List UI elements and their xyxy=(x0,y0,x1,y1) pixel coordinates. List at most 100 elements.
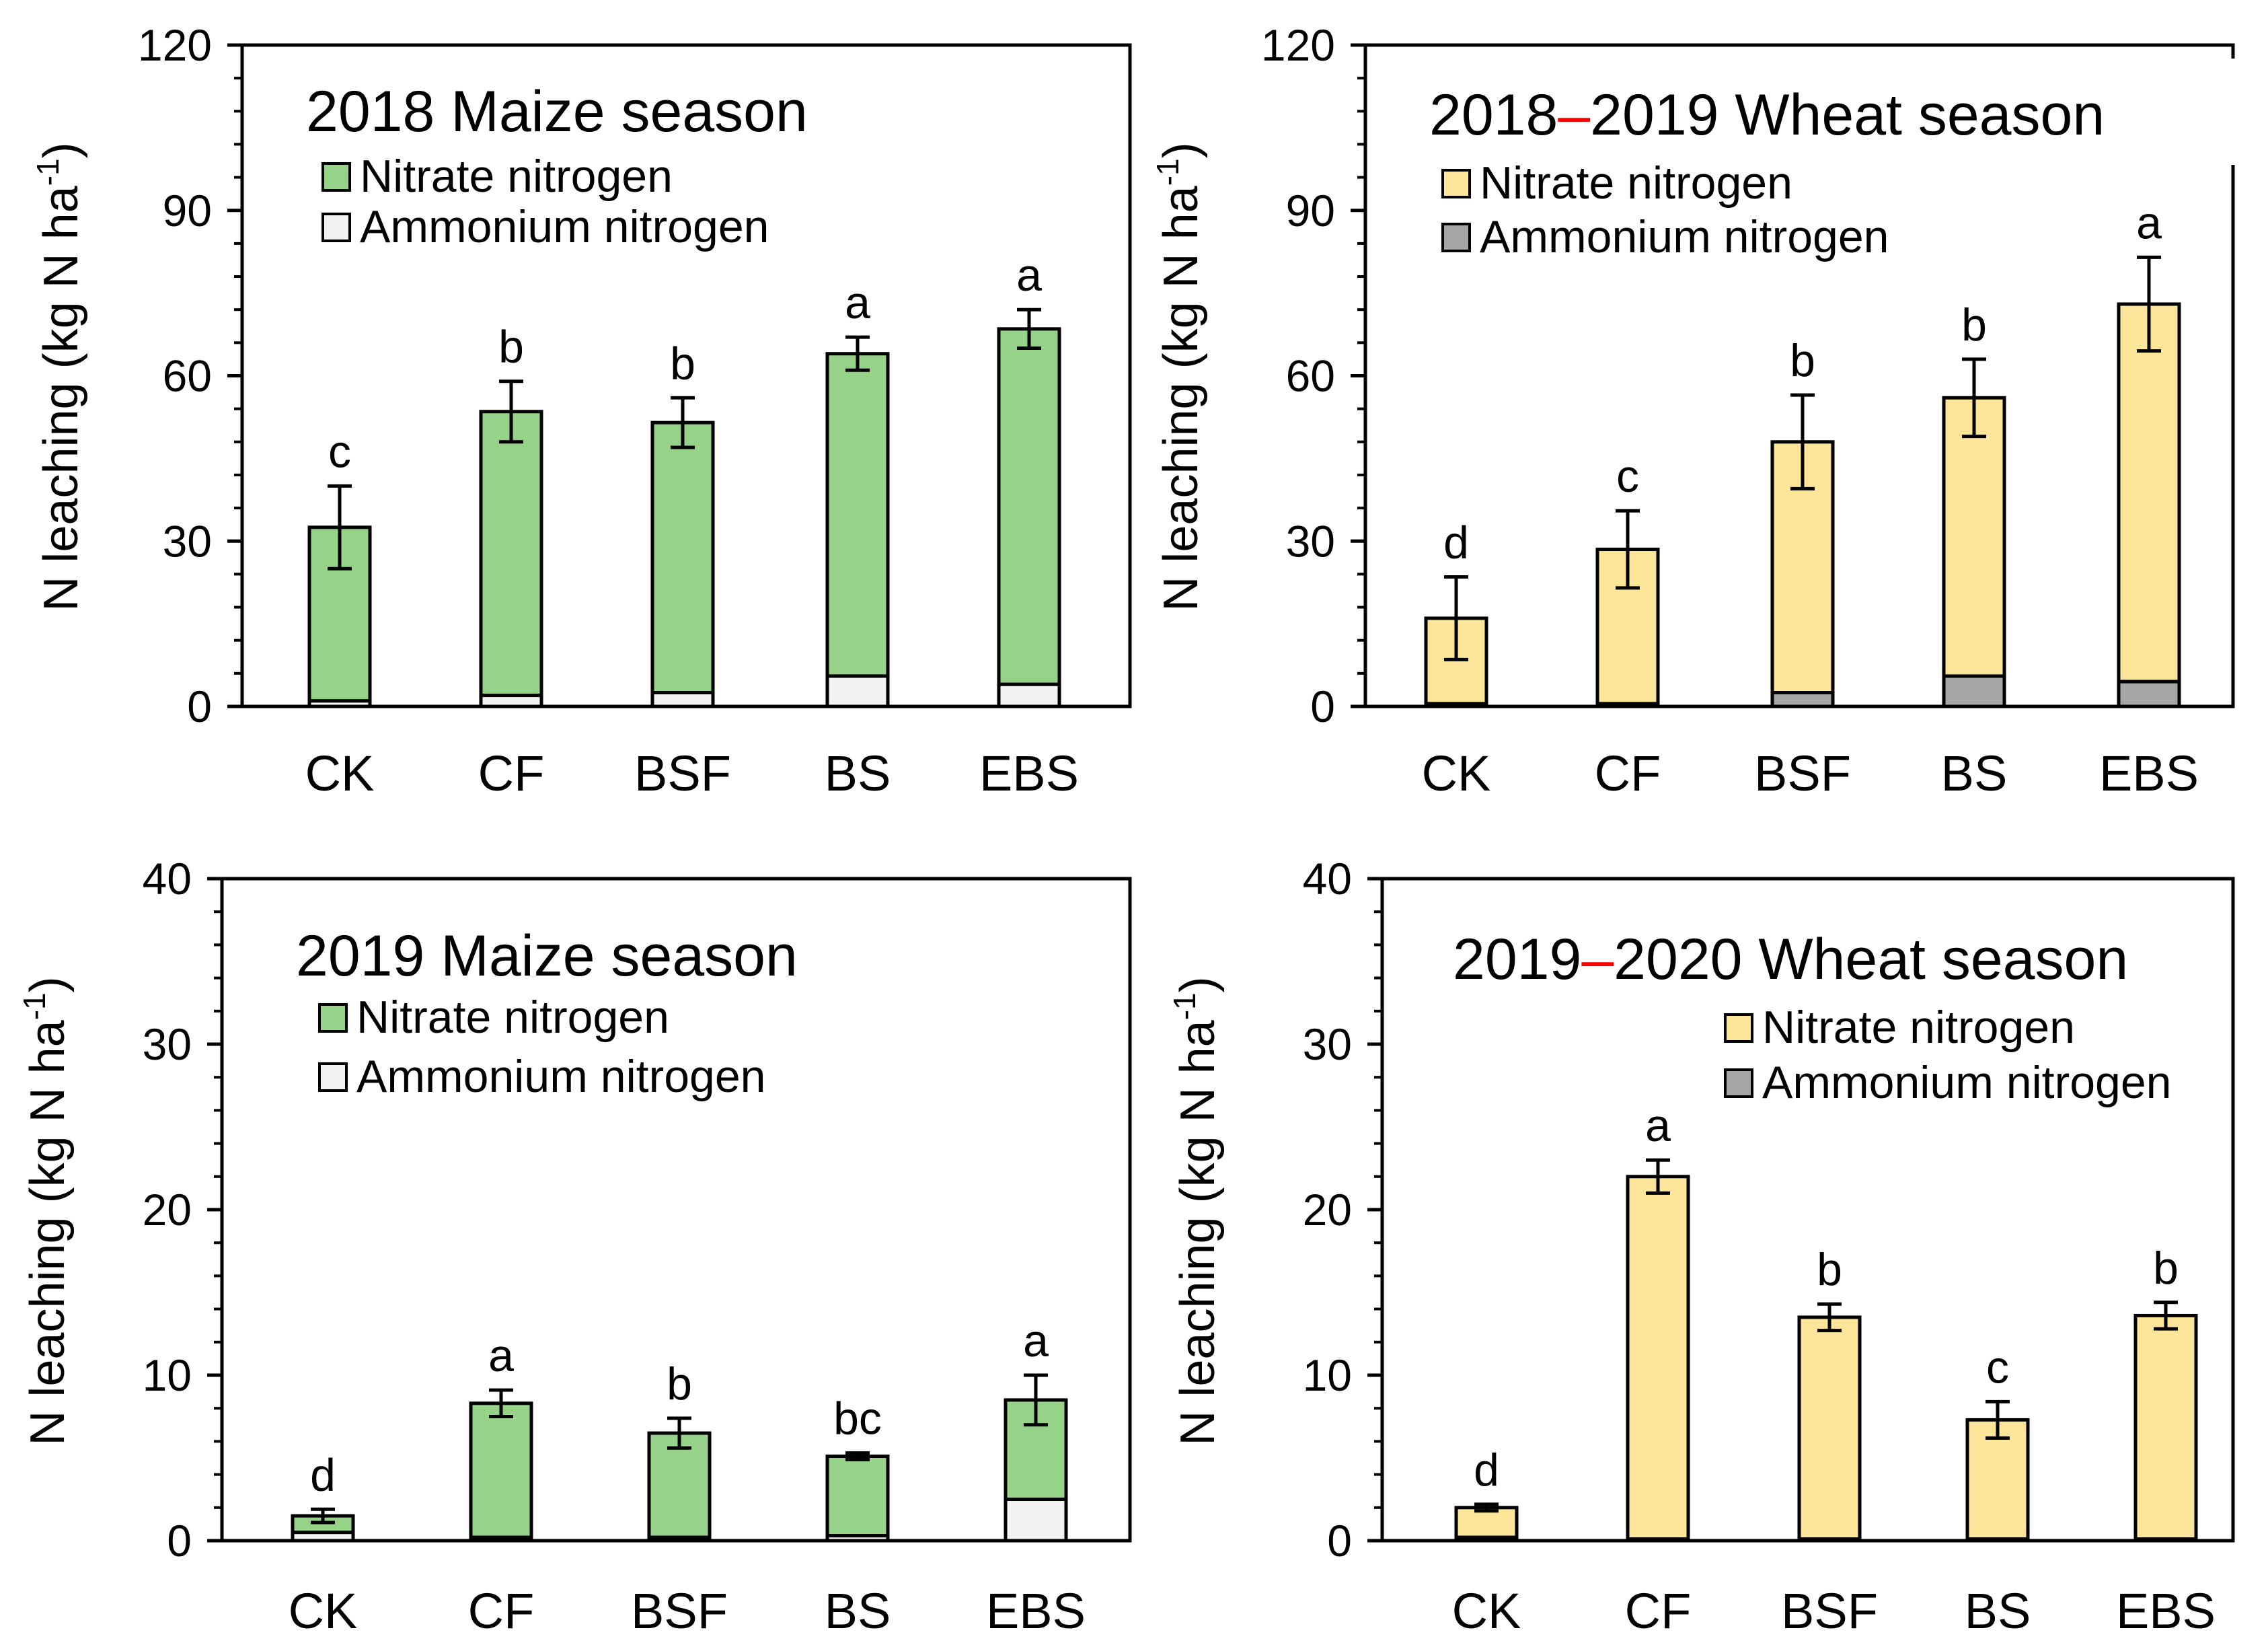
chart-title: 2018 Maize season xyxy=(306,79,808,144)
bar-ammonium xyxy=(1797,1537,1862,1543)
bar-ammonium xyxy=(1965,1537,2030,1543)
bar-ammonium xyxy=(1770,691,1835,708)
title-part: 2019 xyxy=(1453,927,1581,992)
x-tick-label: BS xyxy=(825,745,891,801)
bar-nitrate xyxy=(469,1401,533,1539)
bar-nitrate xyxy=(1626,1175,1690,1541)
x-tick-label: EBS xyxy=(2099,745,2199,801)
bar-ammonium xyxy=(1595,702,1660,708)
y-axis-label-superscript: -1 xyxy=(1150,158,1185,186)
title-part: 2020 Wheat season xyxy=(1614,927,2128,992)
y-axis-label-superscript: -1 xyxy=(30,158,65,186)
chart-panel: 0 30 60 90 120 N leaching (kg N ha-1) 2018–201… xyxy=(1150,20,2235,801)
significance-label: b xyxy=(670,338,695,389)
significance-label: a xyxy=(1645,1100,1671,1151)
y-tick-label: 60 xyxy=(163,351,212,401)
significance-label: a xyxy=(488,1330,514,1381)
y-axis-label-close: ) xyxy=(1154,142,1208,158)
significance-label: c xyxy=(1616,451,1639,502)
significance-label: b xyxy=(498,322,524,373)
x-tick-label: BSF xyxy=(631,1583,728,1639)
x-tick-label: EBS xyxy=(986,1583,1086,1639)
bar-ammonium xyxy=(2133,1537,2198,1543)
y-tick-label: 0 xyxy=(187,682,212,731)
legend-swatch xyxy=(1441,223,1471,252)
y-tick-label: 120 xyxy=(138,20,212,70)
bar-ammonium xyxy=(307,699,372,708)
x-tick-label: CF xyxy=(478,745,545,801)
x-tick-label: CK xyxy=(305,745,375,801)
legend-swatch xyxy=(1441,169,1471,198)
legend-label: Nitrate nitrogen xyxy=(360,151,673,202)
legend-swatch xyxy=(318,1062,348,1092)
title-part: 2018 Maize season xyxy=(306,79,808,144)
title-dash: – xyxy=(1558,83,1590,147)
y-tick-label: 40 xyxy=(143,854,192,904)
y-axis-label-superscript: -1 xyxy=(17,992,52,1020)
y-axis-label-superscript: -1 xyxy=(1167,992,1202,1020)
x-tick-label: BSF xyxy=(1754,745,1851,801)
y-tick-label: 0 xyxy=(1310,682,1335,731)
legend-label: Ammonium nitrogen xyxy=(1480,211,1889,262)
title-dash: – xyxy=(1581,927,1614,992)
x-tick-label: BS xyxy=(825,1583,891,1639)
y-axis-label-main: N leaching (kg N ha xyxy=(1154,185,1208,611)
y-axis-label-main: N leaching (kg N ha xyxy=(1171,1019,1225,1445)
y-tick-label: 0 xyxy=(167,1516,192,1566)
x-tick-label: CF xyxy=(1625,1583,1692,1639)
significance-label: b xyxy=(2153,1243,2179,1294)
significance-label: bc xyxy=(833,1393,882,1444)
x-tick-label: BS xyxy=(1941,745,2008,801)
legend-label: Nitrate nitrogen xyxy=(1480,157,1792,209)
y-tick-label: 30 xyxy=(1303,1019,1352,1069)
legend-label: Nitrate nitrogen xyxy=(356,992,669,1043)
legend-swatch xyxy=(322,162,351,192)
y-tick-label: 90 xyxy=(1286,186,1335,235)
y-axis-label: N leaching (kg N ha-1) xyxy=(1150,142,1208,611)
y-axis-label: N leaching (kg N ha-1) xyxy=(17,976,75,1445)
significance-label: b xyxy=(1790,335,1815,386)
chart-panel: 0 30 60 90 120 N leaching (kg N ha-1) 2018 Mai… xyxy=(30,20,1132,801)
y-tick-label: 0 xyxy=(1327,1516,1352,1566)
significance-label: a xyxy=(845,277,870,328)
chart-panel: 0 10 20 30 40 N leaching (kg N ha-1) 2019–2020… xyxy=(1167,854,2235,1639)
title-part: 2019 Maize season xyxy=(296,924,798,988)
y-tick-label: 40 xyxy=(1303,854,1352,904)
bar-ammonium xyxy=(469,1535,533,1543)
chart-title: 2018–2019 Wheat season xyxy=(1429,83,2105,147)
y-tick-label: 10 xyxy=(143,1350,192,1400)
bar-ammonium xyxy=(647,1535,712,1543)
significance-label: b xyxy=(667,1358,692,1409)
legend-swatch xyxy=(318,1003,348,1033)
y-axis-label: N leaching (kg N ha-1) xyxy=(1167,976,1225,1445)
chart-panel: 0 10 20 30 40 N leaching (kg N ha-1) 2019 Maiz… xyxy=(17,854,1132,1639)
x-tick-label: EBS xyxy=(979,745,1079,801)
bar-ammonium xyxy=(1454,1535,1519,1543)
legend-label: Nitrate nitrogen xyxy=(1762,1002,2075,1053)
bar-nitrate xyxy=(825,1455,890,1538)
bar-nitrate xyxy=(2117,302,2181,684)
y-tick-label: 20 xyxy=(143,1185,192,1235)
chart-title: 2019 Maize season xyxy=(296,924,798,988)
significance-label: b xyxy=(1817,1244,1842,1295)
legend-label: Ammonium nitrogen xyxy=(356,1051,765,1102)
bar-ammonium xyxy=(1942,674,2006,708)
bar-nitrate xyxy=(1942,396,2006,678)
bar-ammonium xyxy=(997,682,1061,708)
y-axis-label-main: N leaching (kg N ha xyxy=(34,185,88,611)
title-part: 2019 Wheat season xyxy=(1590,83,2105,147)
y-axis-label: N leaching (kg N ha-1) xyxy=(30,142,88,611)
significance-label: d xyxy=(310,1449,336,1500)
y-tick-label: 20 xyxy=(1303,1185,1352,1235)
bar-ammonium xyxy=(825,1534,890,1543)
bar-nitrate xyxy=(2133,1313,2198,1541)
y-axis-label-main: N leaching (kg N ha xyxy=(21,1019,75,1445)
y-tick-label: 30 xyxy=(163,516,212,566)
significance-label: d xyxy=(1474,1444,1499,1496)
chart-title: 2019–2020 Wheat season xyxy=(1453,927,2128,992)
bar-nitrate xyxy=(479,410,543,698)
significance-label: c xyxy=(1986,1342,2009,1393)
significance-label: a xyxy=(2136,197,2162,248)
significance-label: a xyxy=(1016,250,1042,301)
